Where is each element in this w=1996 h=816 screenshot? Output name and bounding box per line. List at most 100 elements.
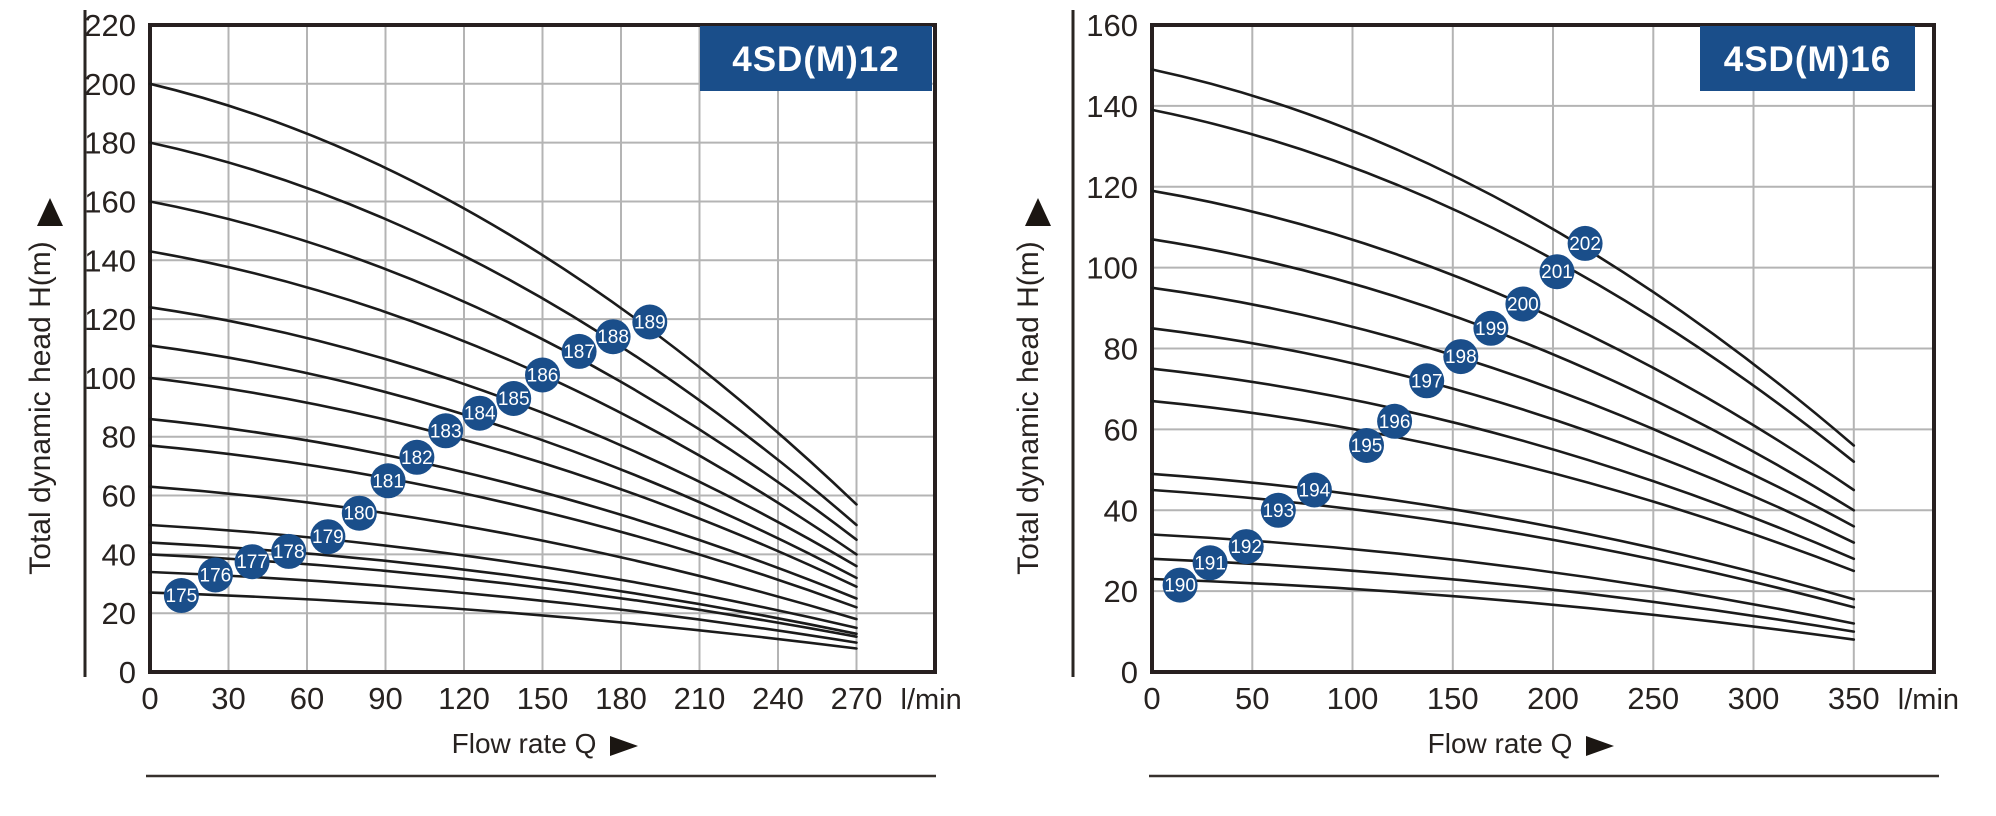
y-tick-label: 0 — [119, 655, 136, 690]
up-arrow-icon — [37, 198, 63, 226]
duty-point-marker: 178 — [271, 533, 307, 569]
duty-point-label: 194 — [1299, 481, 1331, 502]
duty-point-circle — [1162, 567, 1198, 603]
pump-curve-199 — [1150, 238, 1856, 512]
duty-point-circle — [310, 519, 346, 555]
pump-curve-179 — [148, 523, 858, 630]
duty-point-label: 188 — [597, 327, 629, 348]
chart-4sdm16: 2022012001991981971961951941931921911900… — [1012, 8, 1959, 778]
duty-point-label: 189 — [634, 313, 666, 334]
duty-point-circle — [1505, 286, 1541, 322]
duty-point-marker: 187 — [561, 333, 597, 369]
flow-unit-label: l/min — [1898, 684, 1959, 716]
x-tick-label: 90 — [368, 681, 402, 716]
duty-point-label: 181 — [372, 471, 404, 492]
x-tick-label: 0 — [1143, 681, 1160, 716]
duty-point-circle — [370, 463, 406, 499]
duty-point-marker: 177 — [234, 544, 270, 580]
duty-point-marker: 189 — [632, 304, 668, 340]
pump-curve-175 — [148, 591, 858, 650]
duty-point-marker: 201 — [1539, 254, 1575, 290]
pump-curve-181 — [148, 444, 858, 609]
duty-point-circle — [234, 544, 270, 580]
x-tick-label: 180 — [595, 681, 647, 716]
pump-curve-201 — [1150, 108, 1856, 463]
duty-point-label: 196 — [1379, 412, 1411, 433]
pump-curve-194 — [1150, 472, 1856, 601]
duty-point-marker: 184 — [462, 395, 498, 431]
duty-point-marker: 200 — [1505, 286, 1541, 322]
y-tick-label: 40 — [1104, 493, 1138, 528]
y-tick-label: 160 — [1086, 8, 1138, 43]
chart-title: 4SD(M)12 — [732, 40, 899, 79]
x-axis-title: Flow rate Q — [1428, 728, 1573, 759]
duty-point-marker: 181 — [370, 463, 406, 499]
y-tick-label: 20 — [1104, 574, 1138, 609]
pump-curve-186 — [148, 250, 858, 556]
duty-point-marker: 188 — [595, 319, 631, 355]
y-tick-label: 60 — [1104, 412, 1138, 447]
x-axis-title: Flow rate Q — [452, 728, 597, 759]
x-tick-label: 270 — [831, 681, 883, 716]
duty-point-circle — [1377, 403, 1413, 439]
pump-curve-193 — [1150, 488, 1856, 609]
right-arrow-icon — [610, 736, 638, 756]
y-tick-label: 40 — [102, 537, 136, 572]
x-tick-label: 50 — [1235, 681, 1269, 716]
duty-point-circle — [163, 578, 199, 613]
duty-point-circle — [462, 395, 498, 431]
x-tick-label: 300 — [1728, 681, 1780, 716]
duty-point-circle — [496, 381, 532, 416]
duty-point-label: 190 — [1164, 576, 1196, 597]
duty-point-circle — [1192, 545, 1228, 581]
duty-point-marker: 192 — [1228, 529, 1264, 565]
x-tick-label: 200 — [1527, 681, 1579, 716]
duty-point-circle — [1260, 492, 1296, 528]
duty-point-label: 198 — [1445, 347, 1477, 368]
duty-point-marker: 196 — [1377, 403, 1413, 439]
duty-point-label: 177 — [236, 552, 268, 573]
duty-point-label: 201 — [1541, 262, 1573, 283]
duty-point-label: 202 — [1569, 234, 1601, 255]
x-tick-label: 30 — [211, 681, 245, 716]
chart-4sdm12: 1891881871861851841831821811801791781771… — [24, 8, 962, 778]
y-axis-title: Total dynamic head H(m) — [1012, 241, 1045, 574]
duty-point-circle — [1567, 225, 1603, 261]
duty-point-label: 187 — [563, 342, 595, 363]
duty-point-marker: 179 — [310, 519, 346, 555]
duty-point-marker: 202 — [1567, 225, 1603, 261]
duty-point-label: 192 — [1230, 537, 1262, 558]
duty-point-circle — [1349, 428, 1384, 463]
duty-point-marker: 199 — [1473, 310, 1509, 346]
duty-point-label: 179 — [312, 527, 344, 548]
duty-point-label: 183 — [430, 421, 462, 442]
y-tick-label: 200 — [84, 67, 136, 102]
pump-curve-188 — [148, 141, 858, 527]
duty-point-marker: 185 — [496, 381, 532, 416]
pump-curve-180 — [148, 485, 858, 621]
y-axis-title: Total dynamic head H(m) — [24, 241, 57, 574]
pump-curve-183 — [148, 376, 858, 588]
pump-curve-198 — [1150, 286, 1856, 528]
duty-point-marker: 176 — [197, 557, 233, 593]
x-tick-label: 60 — [290, 681, 324, 716]
plot-border — [148, 23, 937, 674]
pump-curve-195 — [1150, 399, 1856, 573]
duty-point-circle — [632, 304, 668, 340]
y-tick-label: 120 — [1086, 170, 1138, 205]
y-tick-label: 220 — [84, 8, 136, 43]
duty-point-label: 182 — [401, 448, 433, 469]
y-tick-label: 140 — [1086, 89, 1138, 124]
duty-point-label: 175 — [166, 586, 198, 607]
duty-point-circle — [1473, 310, 1509, 346]
duty-point-marker: 190 — [1162, 567, 1198, 603]
chart-title: 4SD(M)16 — [1724, 40, 1891, 79]
duty-point-circle — [1296, 472, 1332, 508]
pump-curve-184 — [148, 344, 858, 580]
duty-point-circle — [197, 557, 233, 593]
duty-point-label: 195 — [1351, 436, 1383, 457]
x-tick-label: 150 — [517, 681, 569, 716]
duty-point-marker: 182 — [399, 439, 435, 475]
pump-curve-197 — [1150, 327, 1856, 544]
